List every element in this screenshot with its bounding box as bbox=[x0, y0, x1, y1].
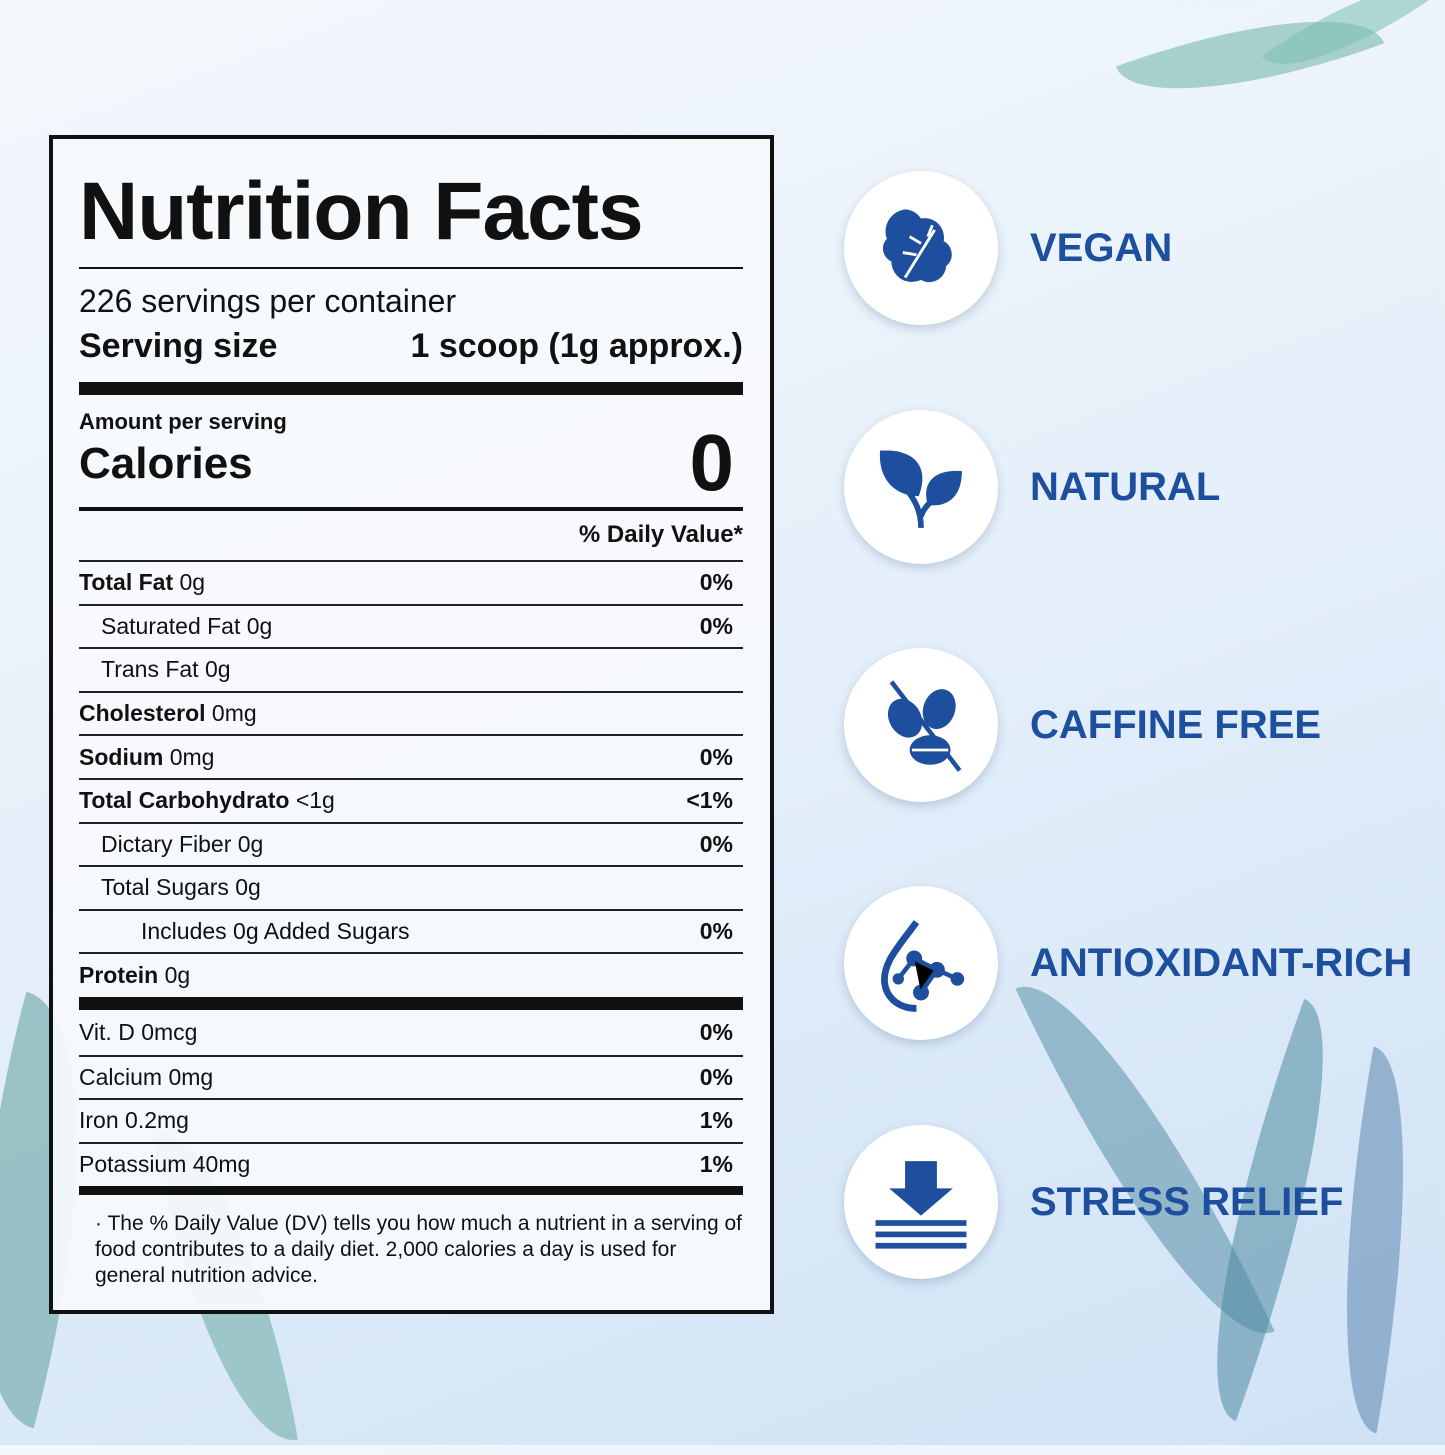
nutrient-amount: 0g bbox=[235, 874, 261, 901]
nutrient-row: Trans Fat 0g bbox=[79, 647, 743, 691]
nutrient-label: Saturated Fat bbox=[101, 612, 241, 639]
feature-label: STRESS RELIEF bbox=[1030, 1180, 1344, 1224]
vitamin-name: Potassium 40mg bbox=[79, 1151, 251, 1178]
nutrient-name: Dictary Fiber 0g bbox=[79, 831, 263, 858]
nutrient-name: Saturated Fat 0g bbox=[79, 613, 272, 640]
divider bbox=[79, 267, 743, 269]
nutrient-label: Dictary Fiber bbox=[101, 830, 232, 857]
nutrient-amount: <1g bbox=[295, 787, 335, 814]
nutrient-label: Sodium bbox=[79, 743, 164, 770]
feature-badge bbox=[844, 648, 998, 802]
vitamin-daily-value: 0% bbox=[699, 1019, 733, 1046]
nutrient-row: Total Carbohydrato <1g <1% bbox=[79, 777, 743, 822]
footnote: · The % Daily Value (DV) tells you how m… bbox=[95, 1212, 743, 1287]
nutrient-row: Protein 0g bbox=[79, 952, 743, 996]
vitamin-daily-value: 1% bbox=[699, 1151, 733, 1178]
nutrient-label: Trans Fat bbox=[101, 656, 199, 683]
feature-badge bbox=[844, 171, 998, 325]
nutrient-name: Includes 0g Added Sugars bbox=[79, 918, 410, 945]
coffee-bean-crossed-icon bbox=[887, 680, 962, 772]
vitamin-list: Vit. D 0mcg 0% Calcium 0mg 0% Iron 0.2mg 1% Po… bbox=[79, 1011, 743, 1185]
nutrient-row: Dictary Fiber 0g 0% bbox=[79, 821, 743, 866]
nutrient-daily-value: 0% bbox=[699, 830, 733, 857]
nutrient-row: Includes 0g Added Sugars 0% bbox=[79, 908, 743, 953]
down-arrow-layers-icon bbox=[875, 1161, 967, 1249]
calories-label: Calories bbox=[79, 439, 253, 488]
nutrient-amount: 0g bbox=[204, 656, 231, 683]
nutrient-amount: 0mg bbox=[211, 700, 257, 727]
nutrition-facts-panel: Nutrition Facts 226 servings per contain… bbox=[49, 135, 774, 1314]
nutrient-amount: 0g bbox=[164, 961, 191, 988]
nutrient-name: Trans Fat 0g bbox=[79, 656, 231, 683]
vitamin-name: Vit. D 0mcg bbox=[79, 1019, 198, 1046]
label-title: Nutrition Facts bbox=[79, 166, 644, 257]
nutrient-daily-value: 0% bbox=[699, 743, 733, 770]
nutrient-row: Total Sugars 0g bbox=[79, 865, 743, 909]
daily-value-header: % Daily Value* bbox=[578, 521, 743, 548]
nutrient-daily-value: 0% bbox=[699, 918, 733, 945]
serving-size: Serving size 1 scoop (1g approx.) bbox=[79, 327, 743, 366]
nutrient-daily-value: <1% bbox=[686, 787, 733, 814]
medium-divider bbox=[79, 507, 743, 511]
nutrient-name: Total Carbohydrato <1g bbox=[79, 787, 335, 814]
feature-label: VEGAN bbox=[1030, 226, 1173, 270]
vitamin-daily-value: 1% bbox=[699, 1107, 733, 1134]
nutrient-daily-value: 0% bbox=[699, 612, 733, 639]
thick-divider bbox=[79, 382, 743, 395]
vitamin-row: Potassium 40mg 1% bbox=[79, 1141, 743, 1186]
feature-badge bbox=[844, 410, 998, 564]
feature-label: ANTIOXIDANT-RICH bbox=[1030, 941, 1413, 985]
nutrient-daily-value: 0% bbox=[699, 569, 733, 596]
serving-size-value: 1 scoop (1g approx.) bbox=[410, 327, 744, 365]
nutrient-amount: 0g bbox=[237, 830, 264, 857]
kale-leaf-icon bbox=[882, 209, 952, 283]
feature-label: NATURAL bbox=[1030, 465, 1221, 509]
thick-divider bbox=[79, 997, 743, 1010]
vitamin-name: Iron 0.2mg bbox=[79, 1107, 189, 1134]
nutrient-name: Total Sugars 0g bbox=[79, 874, 261, 901]
vitamin-row: Vit. D 0mcg 0% bbox=[79, 1011, 743, 1055]
nutrient-list: Total Fat 0g 0% Saturated Fat 0g 0% Trans Fa… bbox=[79, 560, 743, 996]
calories-value: 0 bbox=[689, 418, 735, 507]
nutrient-name: Protein 0g bbox=[79, 962, 190, 989]
serving-size-label: Serving size bbox=[79, 327, 278, 365]
nutrient-label: Total Fat bbox=[79, 569, 174, 596]
nutrient-row: Total Fat 0g 0% bbox=[79, 560, 743, 604]
nutrient-label: Cholesterol bbox=[79, 700, 206, 727]
nutrient-label: Includes 0g Added Sugars bbox=[141, 918, 410, 945]
vitamin-daily-value: 0% bbox=[699, 1063, 733, 1090]
nutrient-label: Total Carbohydrato bbox=[79, 787, 290, 814]
nutrient-amount: 0g bbox=[246, 612, 273, 639]
servings-per-container: 226 servings per container bbox=[79, 283, 457, 319]
nutrient-amount: 0mg bbox=[169, 743, 215, 770]
nutrient-label: Total Sugars bbox=[101, 874, 229, 901]
feature-badge bbox=[844, 886, 998, 1040]
nutrient-name: Total Fat 0g bbox=[79, 569, 205, 596]
nutrient-row: Sodium 0mg 0% bbox=[79, 734, 743, 778]
feature-badge bbox=[844, 1125, 998, 1279]
nutrient-row: Saturated Fat 0g 0% bbox=[79, 603, 743, 648]
feature-label: CAFFINE FREE bbox=[1030, 703, 1322, 747]
nutrient-amount: 0g bbox=[179, 569, 206, 596]
nutrient-row: Cholesterol 0mg bbox=[79, 690, 743, 735]
sprout-icon bbox=[879, 450, 962, 528]
thick-divider bbox=[79, 1186, 743, 1195]
vitamin-row: Iron 0.2mg 1% bbox=[79, 1098, 743, 1142]
nutrient-label: Protein bbox=[79, 961, 159, 988]
vitamin-row: Calcium 0mg 0% bbox=[79, 1054, 743, 1099]
nutrient-name: Sodium 0mg bbox=[79, 744, 214, 771]
amount-per-serving: Amount per serving bbox=[79, 409, 287, 434]
vitamin-name: Calcium 0mg bbox=[79, 1063, 214, 1090]
molecule-drop-icon bbox=[881, 920, 965, 1012]
nutrient-name: Cholesterol 0mg bbox=[79, 700, 257, 727]
